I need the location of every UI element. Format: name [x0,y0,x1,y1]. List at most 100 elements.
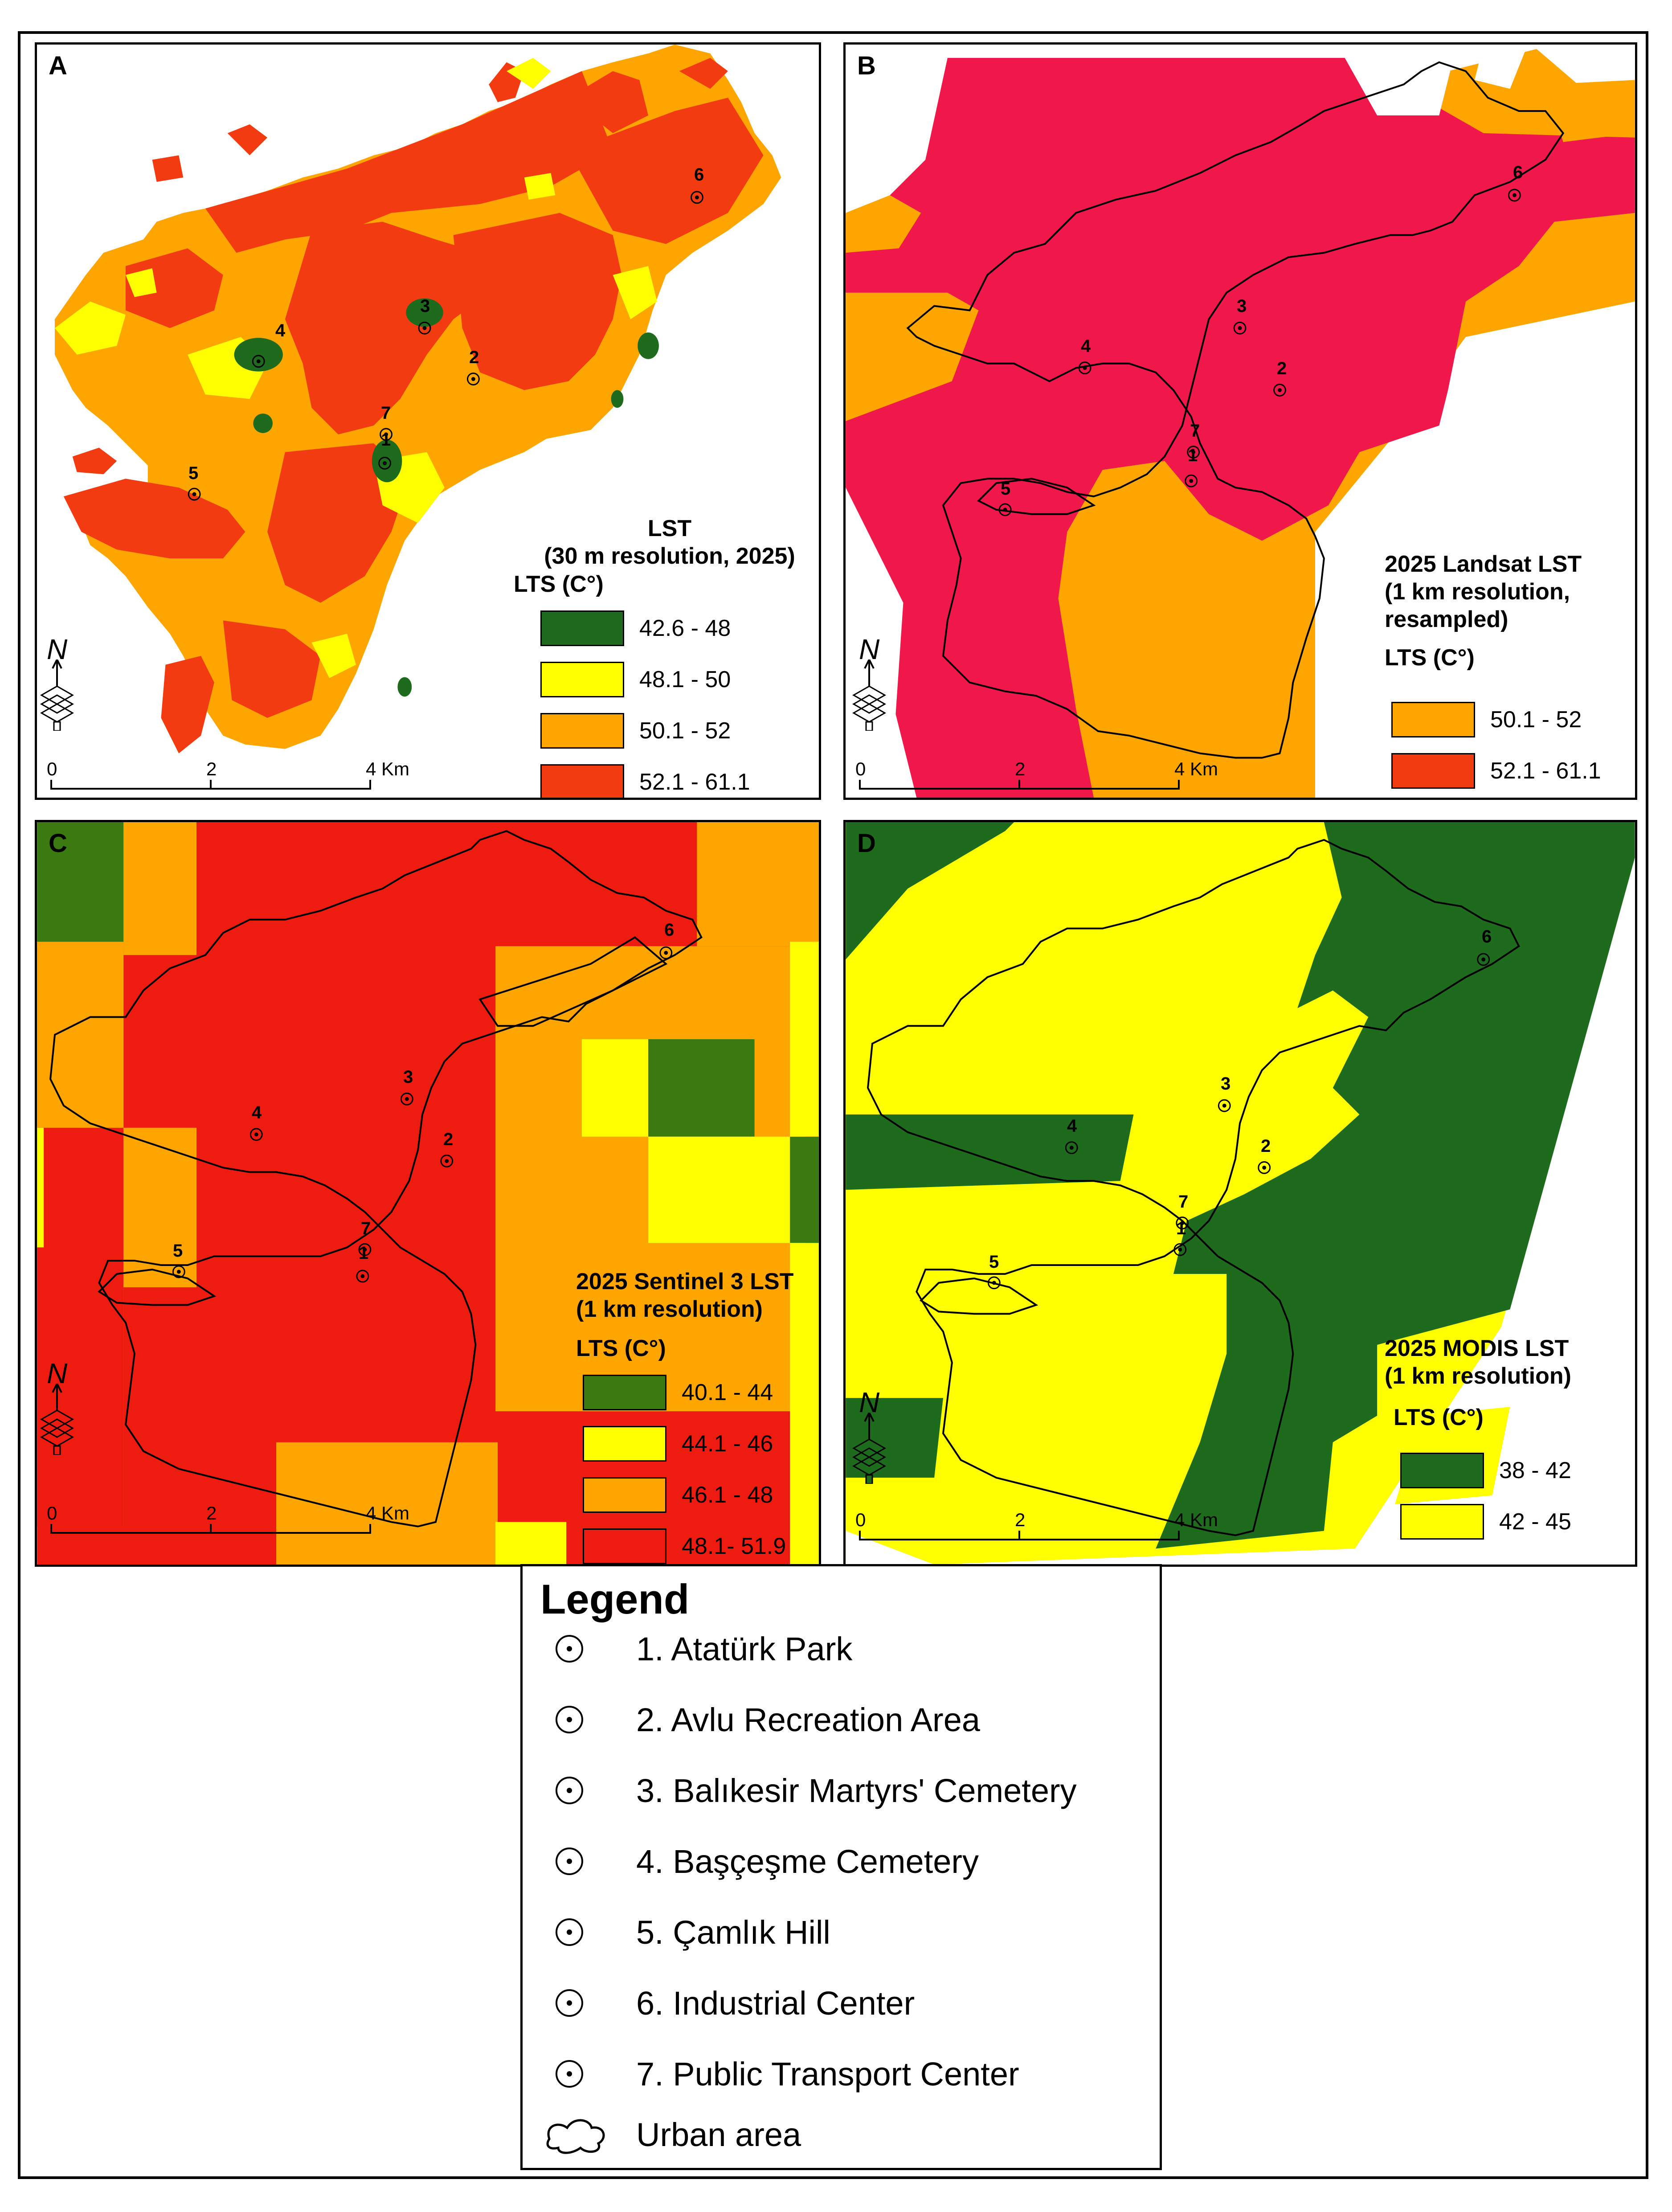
site-label-6: 6 [694,165,704,184]
panel-c-class-4: 48.1- 51.9 [583,1528,786,1564]
site-label-7: 7 [381,403,391,423]
panel-a-class-2: 48.1 - 50 [540,662,731,697]
panel-d-north-arrow: N [849,1386,889,1488]
panel-b-hot-zone [846,57,1635,798]
panel-c-cool-block-nw [37,822,124,942]
site-label-1: 1 [1176,1219,1186,1238]
panel-a-outer-fragments [152,57,728,182]
site-label-2: 2 [443,1130,454,1149]
panel-d: D 1 2 3 4 5 6 7 2025 MODIS LST (1 km res… [843,820,1637,1567]
legend-item-martyrs-cemetery: 3. Balıkesir Martyrs' Cemetery [554,1766,1077,1815]
panel-a-class-1: 42.6 - 48 [540,610,731,646]
legend-item-camlik-hill: 5. Çamlık Hill [554,1908,830,1957]
site-marker-icon [556,2060,583,2088]
site-label-5: 5 [1001,479,1011,499]
legend-item-industrial-center: 6. Industrial Center [554,1979,915,2028]
site-marker-icon [556,1918,583,1946]
panel-a-outer-fragments-yellow [506,57,551,89]
panel-d-scale-bar: 0 2 4 Km [855,1509,1218,1544]
panel-a-cool-spots [234,298,659,697]
panel-a: A 1 2 3 4 5 6 7 LST (30 m resolution, 20… [35,42,821,800]
panel-a-legend-title: LST (30 m resolution, 2025) [544,516,795,569]
legend-item-bascesme-cemetery: 4. Başçeşme Cemetery [554,1837,979,1886]
panel-d-class-1: 38 - 42 [1400,1453,1571,1488]
panel-a-class-3: 50.1 - 52 [540,713,731,749]
site-label-3: 3 [1237,296,1247,316]
site-label-6: 6 [1513,163,1523,182]
site-label-3: 3 [420,296,430,316]
main-legend: Legend 1. Atatürk Park 2. Avlu Recreatio… [520,1564,1162,2170]
site-marker-icon [556,1847,583,1875]
panel-b-class-2: 52.1 - 61.1 [1391,753,1601,789]
site-label-7: 7 [1190,421,1200,441]
panel-b-legend-unit: LTS (C°) [1385,645,1475,671]
panel-c-class-1: 40.1 - 44 [583,1375,773,1410]
site-label-4: 4 [252,1103,262,1122]
site-label-5: 5 [173,1241,183,1261]
panel-d-modis-map [846,822,1635,1565]
panel-d-site-markers [987,953,1490,1290]
panel-a-scale-bar: 0 2 4 Km [47,758,409,793]
panel-d-cool-zones [846,822,1635,1549]
panel-a-hot-zones [63,71,764,754]
site-marker-icon [556,1989,583,2017]
legend-item-ataturk-park: 1. Atatürk Park [554,1624,852,1673]
site-marker-icon [556,1777,583,1804]
panel-b-legend-title: 2025 Landsat LST (1 km resolution, resam… [1385,551,1582,632]
site-label-5: 5 [989,1252,999,1272]
legend-item-avlu-recreation-area: 2. Avlu Recreation Area [554,1695,980,1744]
panel-b-site-markers [998,188,1521,516]
panel-b-class-1: 50.1 - 52 [1391,702,1582,737]
site-label-3: 3 [1221,1074,1231,1094]
site-label-1: 1 [359,1243,369,1263]
site-label-4: 4 [275,321,286,340]
panel-c-urban-outline [49,830,703,1528]
panel-a-class-4: 52.1 - 61.1 [540,764,750,798]
site-label-7: 7 [361,1219,371,1238]
panel-a-north-arrow: N [37,633,77,735]
panel-b-scale-bar: 0 2 4 Km [855,758,1218,793]
site-label-6: 6 [1482,927,1492,946]
urban-outline-icon [546,2119,605,2154]
panel-b: B 1 2 3 4 5 6 7 2025 Landsat LST (1 km r… [843,42,1637,800]
site-label-7: 7 [1178,1192,1189,1212]
legend-title: Legend [540,1576,690,1622]
site-label-1: 1 [381,430,391,450]
panel-a-label: A [49,51,67,80]
panel-a-site-markers [188,191,703,501]
panel-c-class-2: 44.1 - 46 [583,1426,773,1462]
site-label-1: 1 [1188,446,1198,465]
panel-d-class-2: 42 - 45 [1400,1504,1571,1540]
site-label-5: 5 [188,463,199,483]
panel-c-label: C [49,829,67,858]
site-marker-icon [556,1706,583,1733]
panel-d-label: D [857,829,876,858]
site-marker-icon [556,1635,583,1663]
panel-c-legend-unit: LTS (C°) [576,1335,666,1361]
legend-item-urban-area: Urban area [540,2110,801,2159]
site-label-2: 2 [1277,359,1287,378]
panel-c-north-arrow: N [37,1357,77,1459]
site-label-2: 2 [1261,1136,1271,1156]
site-label-4: 4 [1081,336,1091,356]
panel-b-label: B [857,51,876,80]
panel-d-legend-unit: LTS (C°) [1394,1405,1484,1430]
panel-a-legend-unit: LTS (C°) [514,571,604,597]
panel-c-legend-title: 2025 Sentinel 3 LST (1 km resolution) [576,1269,794,1322]
site-label-2: 2 [469,348,479,367]
figure-frame [18,31,1648,2179]
panel-a-lst-map [54,45,781,754]
panel-d-legend-title: 2025 MODIS LST (1 km resolution) [1385,1335,1571,1389]
site-label-3: 3 [403,1067,413,1087]
panel-c-mild-zones [37,942,819,1565]
panel-c-sentinel3-map [37,822,819,1565]
site-label-4: 4 [1067,1116,1077,1136]
panel-b-landsat-map [846,45,1635,798]
panel-d-urban-outline [867,839,1520,1536]
legend-item-public-transport-center: 7. Public Transport Center [554,2049,1019,2098]
panel-c-cool-block-e [648,1039,755,1137]
panel-b-north-arrow: N [849,633,889,735]
panel-b-urban-outline [906,61,1565,759]
panel-c-scale-bar: 0 2 4 Km [47,1503,409,1537]
panel-c-site-markers [172,946,673,1283]
